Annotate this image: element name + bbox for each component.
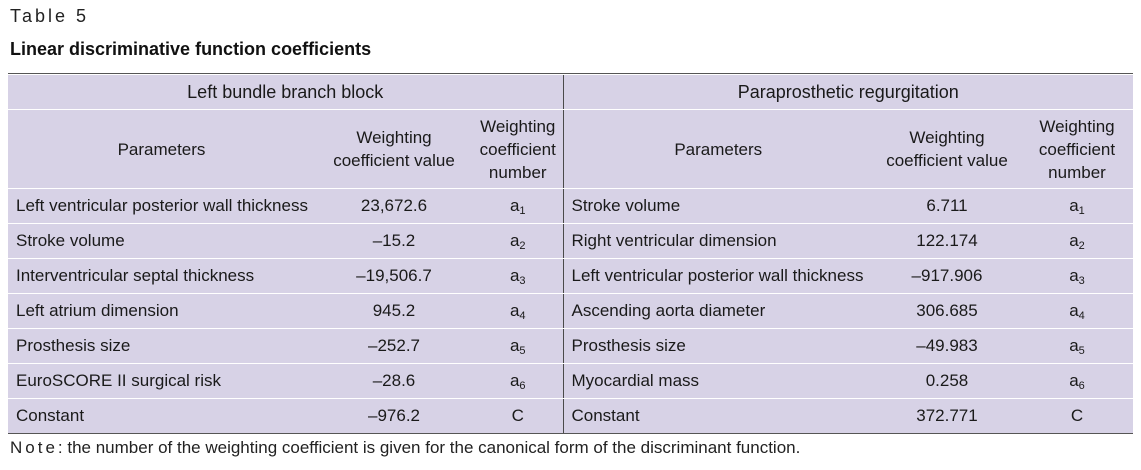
coefficient-number-cell-left: a5 bbox=[473, 328, 564, 364]
group-header-row: Left bundle branch block Paraprosthetic … bbox=[8, 74, 1133, 110]
parameter-cell-right: Right ventricular dimension bbox=[563, 223, 873, 259]
coefficient-index: 2 bbox=[519, 240, 526, 252]
parameter-cell-right: Prosthesis size bbox=[563, 328, 873, 364]
parameter-cell-left: Left ventricular posterior wall thicknes… bbox=[8, 188, 315, 224]
table-row: Left ventricular posterior wall thicknes… bbox=[8, 188, 1133, 224]
parameter-cell-left: Interventricular septal thickness bbox=[8, 258, 315, 294]
coefficient-symbol: a bbox=[509, 266, 520, 285]
table-note: Note: the number of the weighting coeffi… bbox=[10, 438, 800, 458]
coefficient-symbol: a bbox=[509, 196, 520, 215]
coefficient-number-cell-left: a6 bbox=[473, 363, 564, 399]
table-row: Prosthesis size –252.7 a5 Prosthesis size –4… bbox=[8, 328, 1133, 364]
coefficient-index: 5 bbox=[1078, 345, 1085, 357]
group-header-left: Left bundle branch block bbox=[8, 74, 564, 110]
coefficient-symbol: a bbox=[1069, 301, 1079, 320]
coefficient-symbol: a bbox=[1069, 231, 1079, 250]
coefficient-number-cell-right: C bbox=[1021, 398, 1133, 434]
coefficient-symbol: a bbox=[509, 336, 520, 355]
coefficient-number-cell-right: a3 bbox=[1021, 258, 1133, 294]
header-value-right: Weighting coefficient value bbox=[873, 109, 1021, 189]
coefficient-value-cell-right: 0.258 bbox=[873, 363, 1021, 399]
table-row: Interventricular septal thickness –19,506… bbox=[8, 258, 1133, 294]
parameter-cell-left: Left atrium dimension bbox=[8, 293, 315, 329]
coefficient-index: 2 bbox=[1078, 240, 1085, 252]
table-row: Left atrium dimension 945.2 a4 Ascending ao… bbox=[8, 293, 1133, 329]
coefficient-index: 5 bbox=[519, 345, 526, 357]
coefficient-value-cell-left: –252.7 bbox=[315, 328, 473, 364]
table-caption: Table 5 bbox=[10, 6, 90, 26]
coefficient-number-cell-left: a4 bbox=[473, 293, 564, 329]
coefficient-number-cell-right: a6 bbox=[1021, 363, 1133, 399]
parameter-cell-left: Constant bbox=[8, 398, 315, 434]
coefficient-value-cell-left: –28.6 bbox=[315, 363, 473, 399]
parameter-cell-left: EuroSCORE II surgical risk bbox=[8, 363, 315, 399]
coefficient-symbol: a bbox=[1069, 196, 1079, 215]
coefficient-value-cell-left: –19,506.7 bbox=[315, 258, 473, 294]
table-row: EuroSCORE II surgical risk –28.6 a6 Myocard… bbox=[8, 363, 1133, 399]
coefficient-number-cell-left: a2 bbox=[473, 223, 564, 259]
header-parameters-right: Parameters bbox=[563, 109, 873, 189]
coefficient-symbol: a bbox=[1069, 266, 1079, 285]
coefficients-table: Left bundle branch block Paraprosthetic … bbox=[8, 73, 1133, 434]
coefficient-symbol: C bbox=[511, 406, 524, 425]
coefficient-value-cell-left: 945.2 bbox=[315, 293, 473, 329]
coefficient-index: 1 bbox=[1078, 205, 1085, 217]
note-lead: Note bbox=[10, 438, 58, 457]
table-body: Left ventricular posterior wall thicknes… bbox=[8, 188, 1133, 434]
header-value-left: Weighting coefficient value bbox=[315, 109, 473, 189]
header-number-right: Weighting coefficient number bbox=[1021, 109, 1133, 189]
note-text: : the number of the weighting coefficien… bbox=[57, 438, 801, 457]
header-parameters-left: Parameters bbox=[8, 109, 315, 189]
coefficient-symbol: a bbox=[1069, 336, 1079, 355]
column-header-row: Parameters Weighting coefficient value W… bbox=[8, 109, 1133, 189]
coefficient-symbol: a bbox=[1069, 371, 1079, 390]
header-number-left: Weighting coefficient number bbox=[473, 109, 564, 189]
coefficient-index: 3 bbox=[519, 275, 526, 287]
coefficient-number-cell-right: a2 bbox=[1021, 223, 1133, 259]
parameter-cell-left: Stroke volume bbox=[8, 223, 315, 259]
coefficient-symbol: a bbox=[509, 301, 520, 320]
coefficient-symbol: a bbox=[509, 231, 520, 250]
table-row: Constant –976.2 C Constant 372.771 C bbox=[8, 398, 1133, 434]
table-row: Stroke volume –15.2 a2 Right ventricular di… bbox=[8, 223, 1133, 259]
parameter-cell-right: Ascending aorta diameter bbox=[563, 293, 873, 329]
coefficient-value-cell-left: –15.2 bbox=[315, 223, 473, 259]
coefficient-number-cell-left: C bbox=[473, 398, 564, 434]
coefficient-index: 3 bbox=[1078, 275, 1085, 287]
coefficient-index: 1 bbox=[519, 205, 526, 217]
coefficient-index: 6 bbox=[519, 380, 526, 392]
parameter-cell-right: Left ventricular posterior wall thicknes… bbox=[563, 258, 873, 294]
coefficient-value-cell-right: 306.685 bbox=[873, 293, 1021, 329]
coefficient-symbol: a bbox=[509, 371, 520, 390]
coefficient-index: 4 bbox=[1078, 310, 1085, 322]
coefficient-number-cell-right: a4 bbox=[1021, 293, 1133, 329]
coefficient-index: 4 bbox=[519, 310, 526, 322]
coefficient-value-cell-left: 23,672.6 bbox=[315, 188, 473, 224]
parameter-cell-left: Prosthesis size bbox=[8, 328, 315, 364]
parameter-cell-right: Constant bbox=[563, 398, 873, 434]
table-top-rule bbox=[8, 73, 1133, 75]
parameter-cell-right: Myocardial mass bbox=[563, 363, 873, 399]
coefficient-value-cell-right: –49.983 bbox=[873, 328, 1021, 364]
coefficient-value-cell-right: –917.906 bbox=[873, 258, 1021, 294]
coefficient-number-cell-left: a1 bbox=[473, 188, 564, 224]
coefficient-value-cell-right: 6.711 bbox=[873, 188, 1021, 224]
coefficient-value-cell-right: 122.174 bbox=[873, 223, 1021, 259]
coefficient-number-cell-right: a1 bbox=[1021, 188, 1133, 224]
coefficient-value-cell-right: 372.771 bbox=[873, 398, 1021, 434]
group-header-right: Paraprosthetic regurgitation bbox=[563, 74, 1133, 110]
coefficient-value-cell-left: –976.2 bbox=[315, 398, 473, 434]
parameter-cell-right: Stroke volume bbox=[563, 188, 873, 224]
coefficient-index: 6 bbox=[1078, 380, 1085, 392]
coefficient-number-cell-left: a3 bbox=[473, 258, 564, 294]
coefficient-symbol: C bbox=[1070, 406, 1084, 425]
table-title: Linear discriminative function coefficie… bbox=[10, 39, 372, 59]
coefficient-number-cell-right: a5 bbox=[1021, 328, 1133, 364]
